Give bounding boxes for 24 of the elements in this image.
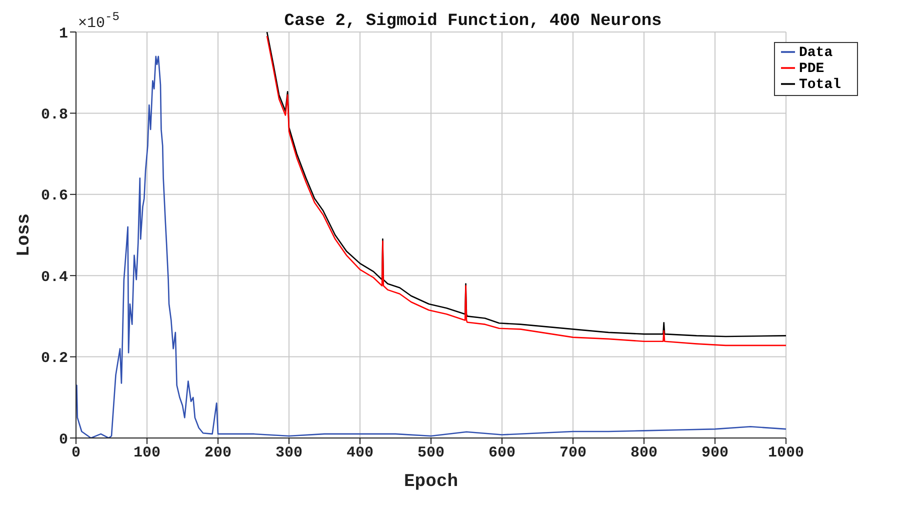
x-tick-label: 600 [488, 444, 516, 462]
x-tick-label: 900 [701, 444, 728, 462]
y-tick-label: 0.2 [40, 350, 68, 368]
legend-label: Total [798, 77, 841, 93]
x-tick-label: 100 [133, 444, 161, 462]
x-tick-label: 1000 [768, 444, 804, 462]
y-tick-label: 0.4 [40, 268, 68, 286]
x-tick-label: 500 [417, 444, 444, 462]
x-tick-label: 300 [275, 444, 303, 462]
y-tick-label: 0.6 [40, 188, 68, 205]
y-tick-label: 0.8 [40, 106, 68, 124]
x-tick-label: 200 [204, 444, 232, 462]
legend-label: Data [798, 45, 833, 61]
x-tick-label: 700 [559, 444, 586, 462]
x-tick-label: 0 [71, 444, 81, 462]
x-axis-title: Epoch [404, 472, 458, 492]
annotation: ×10$^{-5}$ [78, 10, 120, 32]
legend-label: PDE [798, 61, 824, 77]
y-axis-title: Loss [14, 213, 34, 257]
x-tick-label: 800 [630, 444, 658, 462]
y-tick-label: 1 [58, 25, 68, 42]
x-tick-label: 400 [346, 444, 374, 462]
chart-title: Case 2, Sigmoid Function, 400 Neurons [284, 12, 662, 31]
y-tick-label: 0 [58, 431, 68, 448]
